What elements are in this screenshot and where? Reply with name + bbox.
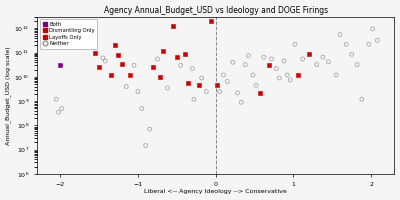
Point — [189, 67, 196, 70]
Point — [79, 34, 85, 37]
Point — [216, 90, 223, 93]
Point — [181, 53, 188, 56]
Point — [234, 91, 241, 94]
Legend: Both, Dismantling Only, Layoffs Only, Neither: Both, Dismantling Only, Layoffs Only, Ne… — [40, 19, 97, 49]
Point — [142, 144, 149, 147]
Point — [273, 67, 280, 70]
Point — [343, 43, 350, 46]
Point — [354, 63, 360, 66]
Point — [57, 64, 63, 67]
Point — [214, 84, 220, 87]
Point — [108, 73, 114, 77]
Point — [112, 44, 118, 47]
Point — [100, 56, 106, 60]
Point — [366, 43, 372, 46]
Point — [160, 49, 166, 52]
Point — [139, 107, 145, 110]
Point — [185, 82, 192, 85]
Point — [191, 98, 197, 101]
Point — [170, 25, 176, 28]
Point — [295, 73, 301, 77]
Point — [102, 59, 108, 63]
Point — [115, 53, 122, 57]
Point — [146, 128, 153, 131]
Point — [156, 75, 163, 78]
Point — [253, 84, 259, 87]
Point — [72, 44, 79, 47]
Point — [198, 76, 205, 80]
Point — [56, 111, 62, 114]
Point — [250, 73, 256, 77]
Point — [195, 84, 202, 87]
Point — [154, 57, 160, 61]
Point — [337, 33, 343, 36]
Point — [164, 86, 171, 90]
Point — [257, 91, 263, 94]
Point — [292, 43, 298, 46]
Point — [370, 27, 376, 30]
Point — [150, 66, 157, 69]
Point — [242, 63, 248, 66]
Point — [238, 101, 244, 104]
Point — [268, 57, 275, 61]
Point — [245, 54, 252, 57]
Point — [53, 98, 60, 101]
Point — [348, 53, 355, 56]
Point — [325, 60, 332, 63]
Point — [224, 80, 230, 83]
Point — [284, 73, 290, 77]
Point — [374, 39, 380, 42]
Point — [314, 63, 320, 66]
Point — [92, 51, 98, 54]
Point — [261, 56, 267, 59]
Point — [333, 73, 339, 77]
Point — [220, 73, 227, 77]
Point — [300, 57, 306, 61]
Point — [174, 56, 180, 59]
Point — [131, 64, 137, 67]
Point — [127, 73, 133, 77]
Point — [135, 90, 141, 93]
Point — [276, 76, 282, 80]
Point — [320, 56, 326, 59]
Point — [362, 12, 368, 15]
Point — [281, 59, 287, 63]
Point — [178, 64, 184, 67]
Point — [208, 19, 214, 23]
Point — [123, 85, 130, 88]
Point — [230, 61, 236, 64]
Point — [119, 62, 126, 65]
X-axis label: Liberal <-- Agency Ideology --> Conservative: Liberal <-- Agency Ideology --> Conserva… — [144, 189, 287, 194]
Y-axis label: Annual_Budget_USD (log scale): Annual_Budget_USD (log scale) — [6, 46, 11, 145]
Point — [96, 66, 102, 69]
Point — [265, 63, 272, 66]
Point — [287, 78, 294, 82]
Point — [58, 107, 65, 110]
Title: Agency Annual_Budget_USD vs Ideology and DOGE Firings: Agency Annual_Budget_USD vs Ideology and… — [104, 6, 328, 15]
Point — [306, 53, 312, 56]
Point — [88, 39, 94, 43]
Point — [203, 90, 210, 93]
Point — [358, 98, 365, 101]
